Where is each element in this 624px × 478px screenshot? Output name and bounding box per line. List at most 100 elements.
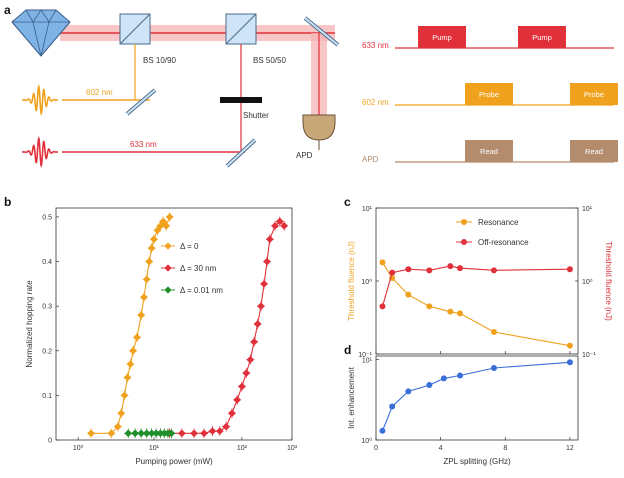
data-point [133, 333, 141, 342]
y-tick-label-left: 10⁰ [361, 278, 372, 286]
data-point [447, 263, 454, 270]
y-tick-label-left: 10¹ [362, 206, 373, 213]
timing-row-label: APD [362, 155, 379, 164]
data-point [246, 355, 255, 364]
shutter-label: Shutter [243, 111, 269, 120]
data-point [280, 221, 289, 230]
data-point [140, 293, 148, 302]
panel-c-chart: 10⁻¹ 10⁻¹ 10⁰ 10⁰ 10¹ 10¹ Threshold fluence (n… [347, 206, 613, 359]
plot-frame [55, 207, 293, 441]
x-tick-label: 8 [503, 445, 507, 452]
apd-detector-icon [302, 114, 336, 150]
data-point [457, 310, 464, 317]
data-point [87, 429, 96, 438]
panel-letter-c: c [344, 195, 351, 209]
data-point [275, 217, 284, 226]
data-point [117, 409, 126, 418]
y-axis-label: Normalized hopping rate [25, 280, 34, 368]
x-tick-label: 12 [566, 445, 574, 452]
y-tick-label-left: 10⁻¹ [358, 352, 372, 359]
data-point [426, 267, 433, 274]
data-point [137, 311, 146, 320]
shutter-icon [220, 97, 262, 103]
legend-label: Δ = 30 nm [180, 264, 217, 273]
data-point [405, 291, 412, 298]
data-point [405, 388, 412, 395]
timing-row-label: 602 nm [362, 98, 389, 107]
y-tick-label: 0.4 [42, 259, 52, 266]
panel-d-chart: 10⁰ 10¹ 0 4 8 12 ZPL splitting (GHz) Int. enhan… [347, 355, 579, 466]
data-point [227, 409, 236, 418]
timing-pulse-label: Read [585, 147, 603, 156]
data-point [200, 429, 208, 438]
data-point [566, 342, 573, 349]
beam-602-label: 602 nm [86, 88, 113, 97]
apd-label: APD [296, 151, 313, 160]
plot-frame [375, 355, 579, 441]
data-point [263, 257, 271, 266]
data-point [107, 429, 116, 438]
data-point [426, 303, 433, 310]
x-tick-label: 10² [237, 445, 248, 452]
x-axis-label: ZPL splitting (GHz) [443, 457, 511, 466]
data-point [149, 235, 158, 244]
data-point [566, 359, 573, 366]
data-point [142, 275, 151, 284]
y-tick-label: 0.5 [42, 214, 52, 221]
y-tick-label: 0.3 [42, 304, 52, 311]
timing-pulse-label: Probe [479, 90, 499, 99]
legend-label: Resonance [478, 218, 519, 227]
data-point [165, 212, 174, 221]
timing-pulse [518, 26, 566, 48]
data-point [379, 303, 386, 310]
panel-letter-a: a [4, 3, 11, 17]
data-point [271, 221, 280, 230]
y-tick-label: 10⁰ [361, 437, 372, 445]
y-tick-label: 0 [48, 438, 52, 445]
legend-label: Δ = 0.01 nm [180, 286, 223, 295]
data-point [129, 346, 138, 355]
data-point [137, 429, 146, 438]
x-tick-label: 4 [439, 445, 443, 452]
data-point [177, 429, 186, 438]
data-point [256, 302, 265, 311]
legend-marker [164, 242, 172, 250]
y-axis-label: Int. enhancement [347, 366, 356, 429]
data-point [215, 427, 224, 436]
data-point [405, 266, 412, 273]
data-point [167, 429, 176, 438]
timing-pulse [418, 26, 466, 48]
bs-left-label: BS 10/90 [143, 56, 176, 65]
legend-marker [461, 219, 467, 225]
data-point [447, 308, 454, 315]
legend-marker [164, 264, 172, 272]
data-point [147, 244, 156, 253]
series-line [381, 361, 570, 432]
beam-633-label: 633 nm [130, 140, 157, 149]
y-tick-label-right: 10⁰ [582, 278, 593, 286]
timing-pulse-label: Probe [584, 90, 604, 99]
bs-right-label: BS 50/50 [253, 56, 286, 65]
series-line [382, 262, 570, 347]
y-tick-label: 0.1 [42, 393, 52, 400]
data-point [389, 403, 396, 410]
data-point [233, 395, 242, 404]
series-line [91, 216, 171, 434]
series-line [169, 220, 285, 434]
panel-letter-d: d [344, 343, 351, 357]
timing-diagram: 633 nm Pump Pump 602 nm Probe Probe APD Read Rea… [362, 26, 618, 164]
y-tick-label: 10¹ [362, 357, 373, 364]
legend-label: Δ = 0 [180, 242, 199, 251]
data-point [131, 429, 140, 438]
data-point [379, 259, 386, 266]
data-point [250, 337, 259, 346]
data-point [379, 427, 386, 434]
x-tick-label: 10⁰ [73, 444, 84, 452]
x-axis-label: Pumping power (mW) [135, 457, 213, 466]
data-point [440, 375, 447, 382]
diamond-icon [11, 9, 71, 57]
optical-setup: BS 10/90 BS 50/50 602 nm 633 nm Shutter [11, 9, 340, 168]
data-point [260, 279, 269, 288]
y-tick-label: 0.2 [42, 348, 52, 355]
